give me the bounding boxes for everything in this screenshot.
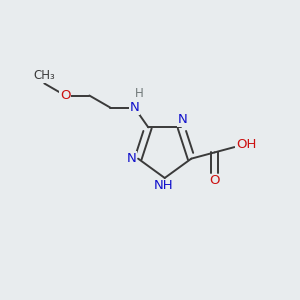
Text: O: O — [60, 89, 70, 102]
Text: N: N — [127, 152, 136, 165]
Text: NH: NH — [153, 179, 173, 192]
Text: O: O — [209, 174, 220, 188]
Text: N: N — [130, 101, 139, 114]
Text: CH₃: CH₃ — [33, 69, 55, 82]
Text: H: H — [134, 87, 143, 100]
Text: N: N — [178, 113, 188, 126]
Text: OH: OH — [236, 138, 256, 151]
